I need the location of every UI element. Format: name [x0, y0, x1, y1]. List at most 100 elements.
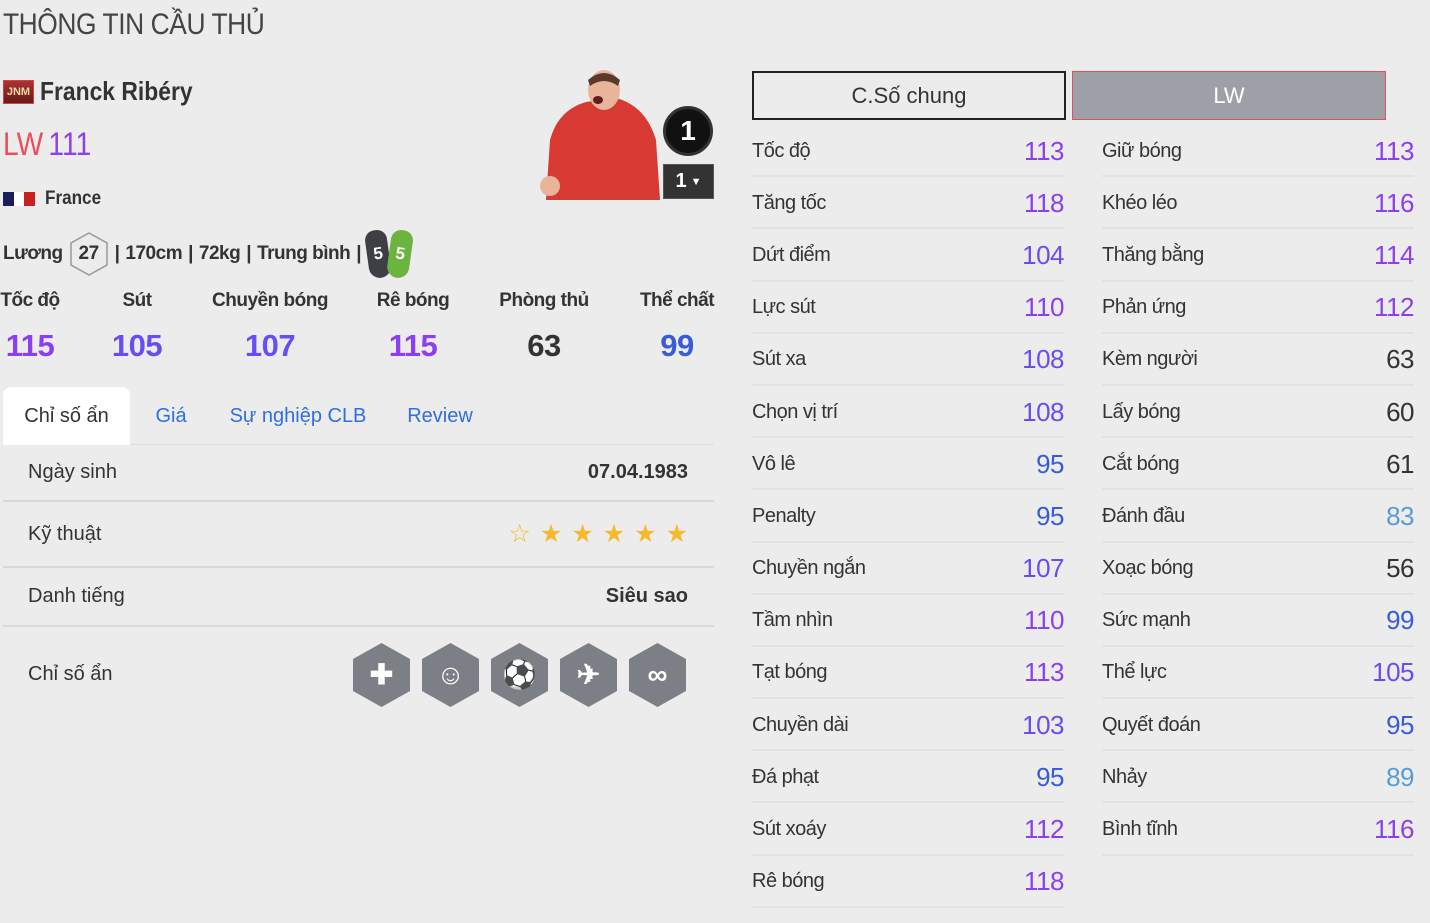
stat-label: Sức mạnh	[1102, 609, 1191, 632]
stat-row: Phản ứng 112	[1102, 282, 1414, 334]
stat-value: 99	[1386, 605, 1414, 636]
star-filled-icon: ★	[634, 520, 657, 548]
weight: 72kg	[198, 243, 241, 264]
stat-value: 60	[1386, 396, 1414, 427]
stat-value: 116	[1374, 187, 1414, 218]
stat-label: Chuyền ngắn	[752, 557, 866, 580]
nation: France	[45, 188, 102, 209]
stat-label: Đá phạt	[752, 765, 819, 788]
stat-label: Giữ bóng	[1102, 139, 1182, 162]
stat-value: 112	[1374, 292, 1414, 323]
injury-prone-icon[interactable]: ✚	[351, 642, 412, 708]
tab-review[interactable]: Review	[407, 404, 473, 427]
stat-label: Lực sút	[752, 296, 816, 319]
summary-stat-value: 107	[244, 328, 296, 363]
stat-value: 105	[1372, 657, 1414, 688]
skill-stars: ☆ ★ ★ ★ ★ ★	[508, 519, 688, 549]
stat-row: Bình tĩnh 116	[1102, 803, 1414, 856]
stat-label: Tốc độ	[752, 139, 811, 162]
stat-row: Vô lê 95	[752, 438, 1064, 491]
summary-stat-label: Tốc độ	[0, 290, 60, 311]
birthdate-row: Ngày sinh 07.04.1983	[3, 445, 714, 502]
stat-value: 95	[1036, 500, 1064, 531]
summary-stat-label: Chuyền bóng	[212, 290, 328, 311]
position-stats-button[interactable]: LW	[1072, 71, 1386, 120]
upgrade-level-dropdown[interactable]: 1 ▼	[663, 164, 714, 199]
stat-label: Penalty	[752, 504, 816, 527]
stat-row: Penalty 95	[752, 490, 1064, 543]
stat-row: Thể lực 105	[1102, 647, 1414, 700]
wage-label: Lương	[3, 243, 63, 264]
stats-left-column: Tốc độ 113 Tăng tốc 118 Dứt điểm 104 Lực sút 11…	[752, 125, 1064, 908]
stat-value: 83	[1386, 500, 1414, 531]
summary-stat-value: 105	[111, 328, 163, 363]
general-stats-button[interactable]: C.Số chung	[752, 71, 1066, 120]
stat-label: Chọn vị trí	[752, 400, 838, 423]
stat-label: Quyết đoán	[1102, 713, 1201, 736]
stat-row: Chuyền ngắn 107	[752, 543, 1064, 595]
stat-row: Khéo léo 116	[1102, 177, 1414, 230]
stat-row: Nhảy 89	[1102, 751, 1414, 804]
stat-label: Thể lực	[1102, 661, 1167, 684]
stat-row: Kèm người 63	[1102, 334, 1414, 386]
summary-stat-label: Rê bóng	[376, 290, 450, 311]
stat-value: 63	[1386, 344, 1414, 375]
stat-value: 108	[1022, 396, 1064, 427]
summary-stat-value: 115	[388, 328, 438, 363]
france-flag-icon	[3, 192, 36, 206]
stat-label: Kèm người	[1102, 348, 1198, 371]
stat-label: Bình tĩnh	[1102, 818, 1178, 841]
tab-club-career[interactable]: Sự nghiệp CLB	[229, 404, 367, 427]
stat-row: Sút xa 108	[752, 334, 1064, 386]
star-filled-icon: ★	[539, 520, 563, 548]
stat-value: 95	[1386, 709, 1414, 740]
flair-icon[interactable]: ☺	[420, 642, 481, 708]
summary-stat: Phòng thủ 63	[499, 290, 589, 364]
power-header-icon[interactable]: ✈	[558, 642, 619, 708]
stat-value: 113	[1374, 135, 1414, 166]
page-title: THÔNG TIN CẦU THỦ	[3, 8, 265, 41]
skill-row: Kỹ thuật ☆ ★ ★ ★ ★ ★	[3, 502, 714, 568]
stat-row: Quyết đoán 95	[1102, 699, 1414, 752]
info-tabs: Chỉ số ẩn Giá Sự nghiệp CLB Review	[3, 387, 714, 445]
stat-label: Chuyền dài	[752, 713, 849, 736]
stat-label: Phản ứng	[1102, 296, 1186, 319]
stat-value: 103	[1022, 709, 1064, 740]
tab-price[interactable]: Giá	[155, 404, 187, 427]
stat-row: Giữ bóng 113	[1102, 125, 1414, 178]
playmaker-icon[interactable]: ∞	[627, 642, 688, 708]
overall-rating: 111	[48, 126, 92, 162]
stat-row: Chuyền dài 103	[752, 699, 1064, 752]
position: LW	[3, 126, 44, 162]
nation-row: France	[3, 188, 107, 210]
speed-dribbler-icon[interactable]: ⚽	[489, 642, 550, 708]
stat-value: 95	[1036, 448, 1064, 479]
summary-stat-value: 63	[527, 328, 561, 363]
stat-value: 56	[1386, 553, 1414, 584]
stat-row: Sức mạnh 99	[1102, 595, 1414, 647]
stat-label: Sút xoáy	[752, 818, 826, 841]
summary-stat-label: Sút	[122, 290, 152, 311]
tab-hidden-stats[interactable]: Chỉ số ẩn	[3, 387, 130, 445]
traits-list: ✚ ☺ ⚽ ✈ ∞	[351, 642, 688, 708]
foot-rating: 5 5	[363, 228, 415, 280]
summary-stat-label: Phòng thủ	[499, 290, 589, 311]
stat-value: 107	[1022, 553, 1064, 584]
stat-value: 89	[1386, 761, 1414, 792]
position-rating: LW 111	[3, 126, 91, 163]
stat-label: Thăng bằng	[1102, 243, 1204, 266]
stat-row: Chọn vị trí 108	[752, 386, 1064, 439]
stat-row: Lực sút 110	[752, 282, 1064, 334]
body-type: Trung bình	[257, 243, 351, 264]
stat-view-toggle: C.Số chung LW	[752, 71, 1386, 120]
stat-value: 108	[1022, 344, 1064, 375]
stat-row: Đánh đầu 83	[1102, 490, 1414, 543]
stat-row: Thăng bằng 114	[1102, 229, 1414, 282]
stat-row: Xoạc bóng 56	[1102, 543, 1414, 595]
star-filled-icon: ★	[571, 520, 594, 548]
summary-stat: Tốc độ 115	[0, 290, 60, 364]
stat-value: 110	[1024, 292, 1064, 323]
stat-label: Cắt bóng	[1102, 452, 1180, 475]
summary-stat-label: Thể chất	[639, 290, 715, 311]
star-empty-icon: ☆	[508, 520, 531, 548]
